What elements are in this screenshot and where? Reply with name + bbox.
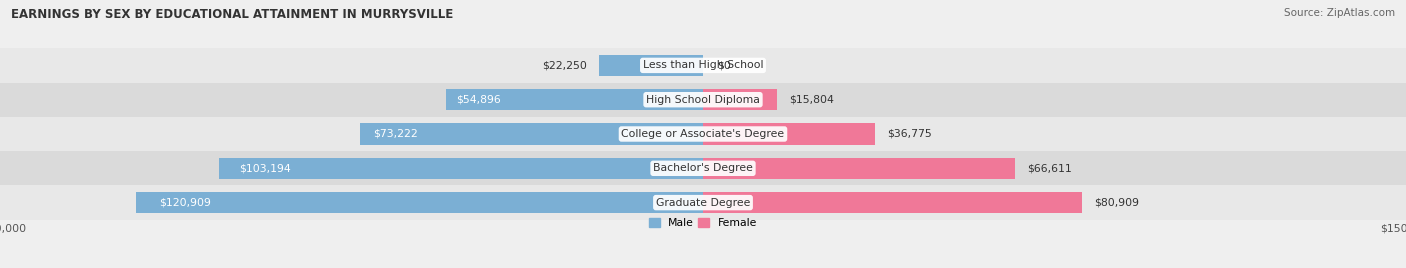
Bar — [0, 185, 1406, 220]
Text: $15,804: $15,804 — [789, 95, 834, 105]
Bar — [446, 89, 703, 110]
Bar — [0, 117, 1406, 151]
Bar — [0, 48, 1406, 83]
Text: $103,194: $103,194 — [239, 163, 291, 173]
Text: $66,611: $66,611 — [1026, 163, 1071, 173]
Bar — [360, 123, 703, 145]
Text: Less than High School: Less than High School — [643, 60, 763, 70]
Bar — [703, 89, 778, 110]
Bar — [136, 192, 703, 213]
Text: EARNINGS BY SEX BY EDUCATIONAL ATTAINMENT IN MURRYSVILLE: EARNINGS BY SEX BY EDUCATIONAL ATTAINMEN… — [11, 8, 454, 21]
Text: Graduate Degree: Graduate Degree — [655, 198, 751, 208]
Text: Source: ZipAtlas.com: Source: ZipAtlas.com — [1284, 8, 1395, 18]
Bar — [219, 158, 703, 179]
Legend: Male, Female: Male, Female — [648, 218, 758, 228]
Bar — [599, 55, 703, 76]
Text: High School Diploma: High School Diploma — [647, 95, 759, 105]
Text: $73,222: $73,222 — [374, 129, 419, 139]
Text: $0: $0 — [717, 60, 731, 70]
Text: College or Associate's Degree: College or Associate's Degree — [621, 129, 785, 139]
Bar — [0, 151, 1406, 185]
Text: $36,775: $36,775 — [887, 129, 932, 139]
Text: $22,250: $22,250 — [543, 60, 588, 70]
Bar — [703, 123, 876, 145]
Text: Bachelor's Degree: Bachelor's Degree — [652, 163, 754, 173]
Bar — [703, 158, 1015, 179]
Text: $54,896: $54,896 — [456, 95, 501, 105]
Text: $80,909: $80,909 — [1094, 198, 1139, 208]
Bar — [703, 192, 1083, 213]
Bar — [0, 83, 1406, 117]
Text: $120,909: $120,909 — [159, 198, 211, 208]
